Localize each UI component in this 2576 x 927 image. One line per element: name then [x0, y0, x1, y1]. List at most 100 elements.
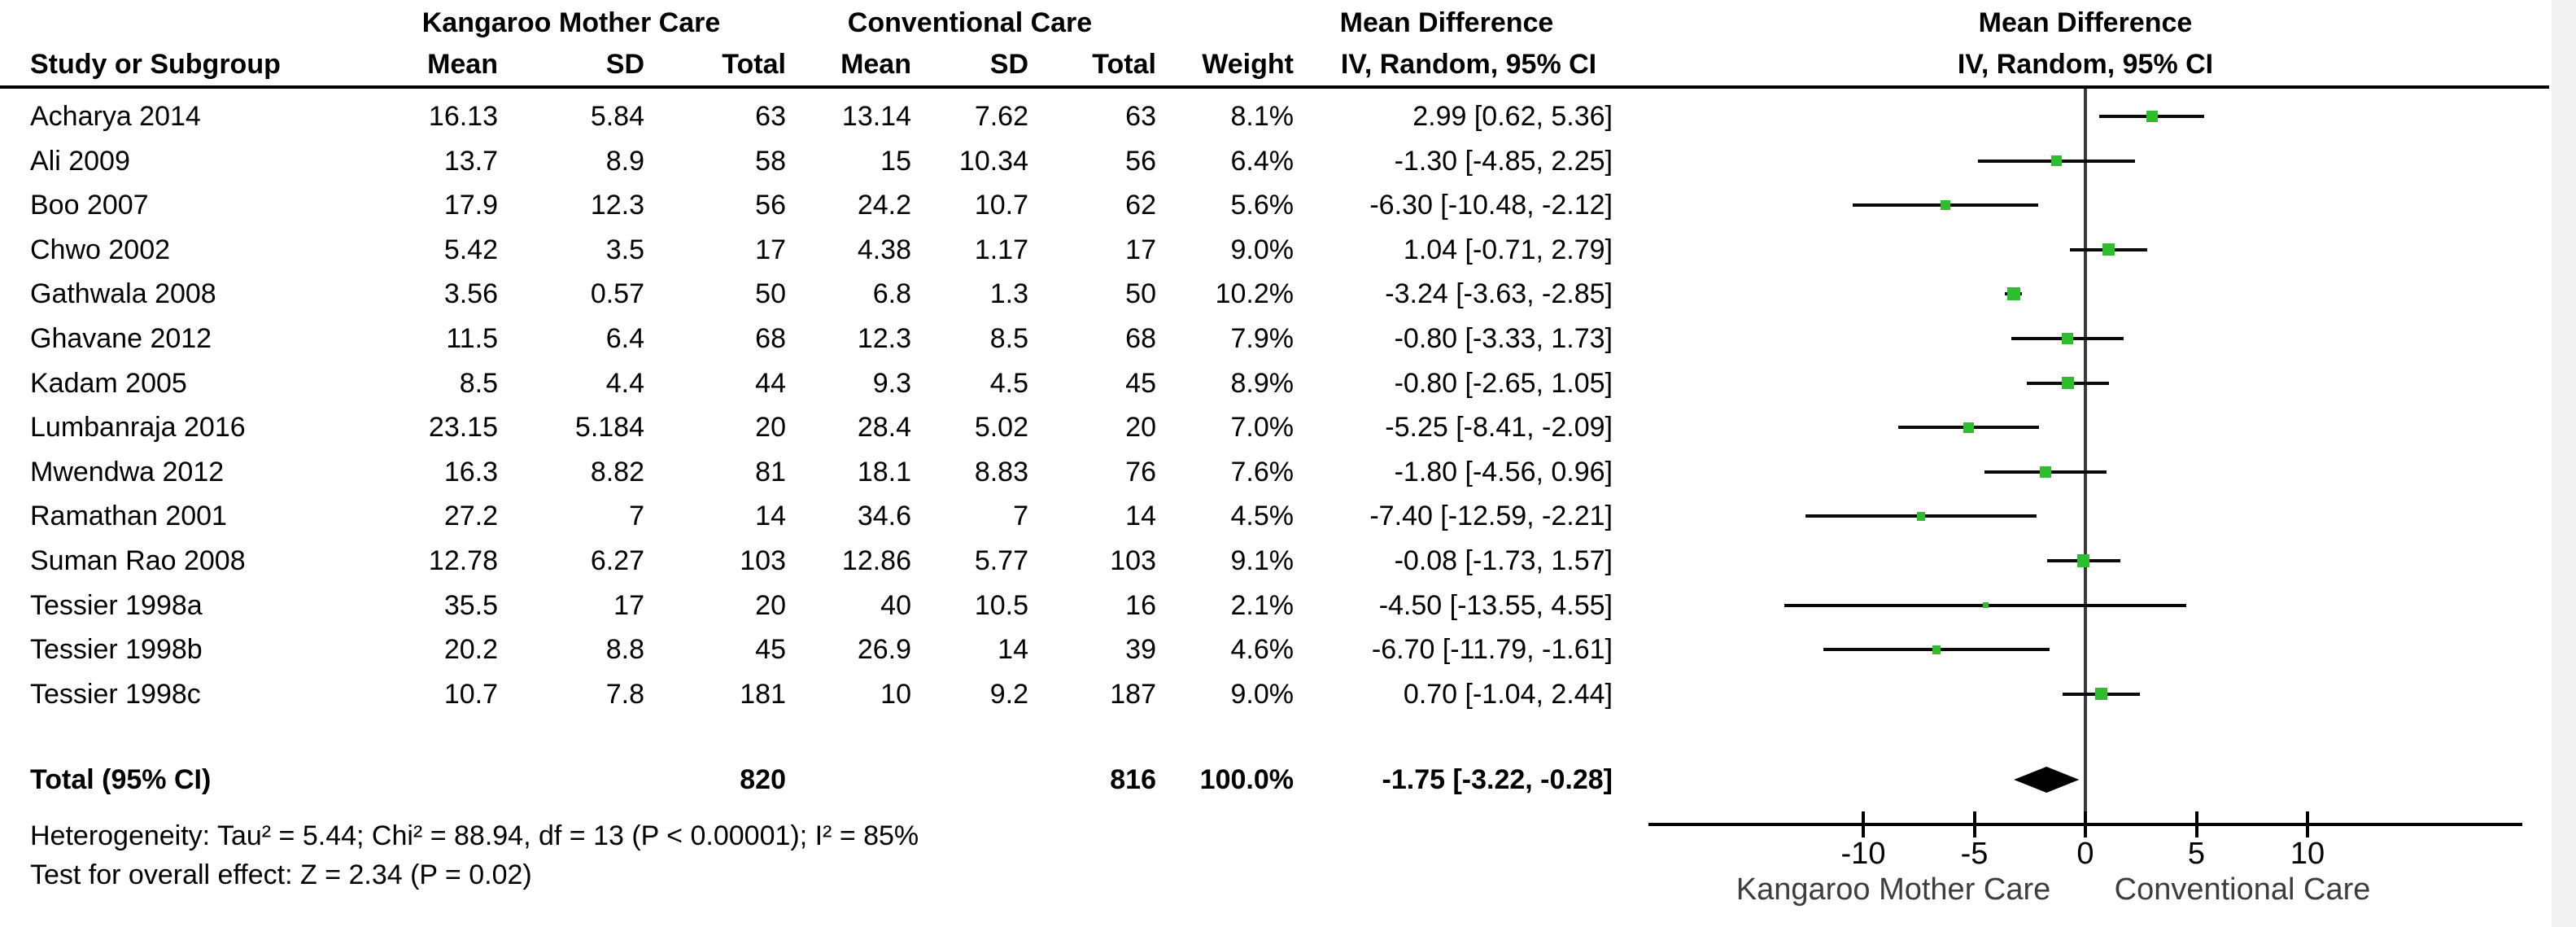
kmc-mean-cell: 16.13 — [428, 101, 498, 132]
md-column-subtitle: IV, Random, 95% CI — [1340, 49, 1597, 80]
kmc-total-cell: 56 — [755, 190, 786, 221]
study-name-cell: Ali 2009 — [30, 145, 130, 177]
cc-mean-cell: 10 — [880, 678, 911, 710]
study-name-cell: Ghavane 2012 — [30, 323, 212, 354]
kmc-mean-cell: 8.5 — [459, 367, 498, 399]
axis-tick-label: -10 — [1840, 837, 1886, 871]
group-header-kmc: Kangaroo Mother Care — [421, 7, 721, 38]
cc-sd-cell: 7.62 — [974, 101, 1028, 132]
cc-mean-cell: 34.6 — [857, 501, 911, 532]
study-name-cell: Ramathan 2001 — [30, 501, 227, 532]
axis-tick-label: 0 — [2076, 837, 2094, 871]
cc-sd-cell: 8.5 — [989, 323, 1028, 354]
weight-cell: 9.1% — [1230, 545, 1295, 576]
table-row: Ali 2009 13.7 8.9 58 15 10.34 56 6.4% -1.30 [-4.… — [0, 139, 1619, 183]
kmc-sd-cell: 0.57 — [590, 278, 644, 310]
kmc-total-cell: 17 — [755, 234, 786, 265]
cc-total-cell: 45 — [1125, 367, 1156, 399]
kmc-total-cell: 68 — [755, 323, 786, 354]
column-header-total-kmc: Total — [722, 49, 786, 80]
cc-mean-cell: 12.86 — [841, 545, 911, 576]
weight-cell: 4.5% — [1230, 501, 1295, 532]
column-header-weight: Weight — [1202, 49, 1294, 80]
table-row: Ramathan 2001 27.2 7 14 34.6 7 14 4.5% -7.40 [-1… — [0, 494, 1619, 538]
kmc-sd-cell: 12.3 — [590, 190, 644, 221]
effect-marker — [2094, 688, 2107, 701]
study-name-cell: Suman Rao 2008 — [30, 545, 246, 576]
weight-cell: 7.0% — [1230, 412, 1295, 444]
table-row: Kadam 2005 8.5 4.4 44 9.3 4.5 45 8.9% -0.80 [-2.… — [0, 361, 1619, 405]
kmc-total-cell: 58 — [755, 145, 786, 177]
axis-tick — [2084, 811, 2087, 837]
axis-label-cc: Conventional Care — [2114, 872, 2371, 907]
axis-label-kmc: Kangaroo Mother Care — [1736, 872, 2051, 907]
table-row: Tessier 1998b 20.2 8.8 45 26.9 14 39 4.6% -6.70 … — [0, 627, 1619, 671]
cc-mean-cell: 12.3 — [857, 323, 911, 354]
cc-sd-cell: 14 — [998, 634, 1028, 666]
kmc-mean-cell: 16.3 — [443, 456, 498, 488]
weight-cell: 8.9% — [1230, 367, 1295, 399]
total-kmc-n: 820 — [740, 764, 786, 795]
kmc-mean-cell: 5.42 — [443, 234, 498, 265]
md-ci-cell: -0.80 [-2.65, 1.05] — [1394, 367, 1613, 399]
cc-sd-cell: 4.5 — [989, 367, 1028, 399]
total-ci: -1.75 [-3.22, -0.28] — [1382, 764, 1613, 795]
axis-tick-label: 10 — [2290, 837, 2325, 871]
table-row: Ghavane 2012 11.5 6.4 68 12.3 8.5 68 7.9% -0.80 … — [0, 317, 1619, 361]
column-header-mean-cc: Mean — [840, 49, 911, 80]
effect-marker — [2061, 377, 2074, 390]
kmc-total-cell: 103 — [740, 545, 786, 576]
cc-sd-cell: 7 — [1013, 501, 1028, 532]
kmc-total-cell: 45 — [755, 634, 786, 666]
cc-sd-cell: 5.77 — [974, 545, 1028, 576]
cc-total-cell: 56 — [1125, 145, 1156, 177]
table-row: Mwendwa 2012 16.3 8.82 81 18.1 8.83 76 7.6% -1.8… — [0, 450, 1619, 494]
kmc-sd-cell: 7.8 — [605, 678, 644, 710]
effect-marker — [2102, 243, 2115, 256]
overall-effect-note: Test for overall effect: Z = 2.34 (P = 0… — [30, 859, 532, 890]
effect-marker — [1916, 512, 1926, 521]
summary-diamond — [2014, 767, 2080, 793]
plot-column-subtitle: IV, Random, 95% CI — [1957, 49, 2214, 80]
kmc-sd-cell: 8.82 — [590, 456, 644, 488]
table-row: Suman Rao 2008 12.78 6.27 103 12.86 5.77 103 9.… — [0, 539, 1619, 583]
cc-mean-cell: 26.9 — [857, 634, 911, 666]
md-ci-cell: -0.80 [-3.33, 1.73] — [1394, 323, 1613, 354]
column-header-total-cc: Total — [1092, 49, 1156, 80]
kmc-total-cell: 81 — [755, 456, 786, 488]
md-ci-cell: 1.04 [-0.71, 2.79] — [1403, 234, 1613, 265]
axis-tick — [2306, 811, 2309, 837]
effect-marker — [1982, 601, 1989, 609]
cc-mean-cell: 13.14 — [841, 101, 911, 132]
md-ci-cell: -3.24 [-3.63, -2.85] — [1385, 278, 1613, 310]
effect-marker — [2039, 466, 2051, 478]
study-name-cell: Tessier 1998a — [30, 589, 203, 621]
axis-tick — [1972, 811, 1976, 837]
axis-tick — [1862, 811, 1865, 837]
kmc-sd-cell: 8.8 — [605, 634, 644, 666]
md-ci-cell: 0.70 [-1.04, 2.44] — [1403, 678, 1613, 710]
cc-total-cell: 76 — [1125, 456, 1156, 488]
table-row: Chwo 2002 5.42 3.5 17 4.38 1.17 17 9.0% 1.04 [-0… — [0, 228, 1619, 272]
kmc-total-cell: 50 — [755, 278, 786, 310]
column-header-sd-cc: SD — [989, 49, 1028, 80]
weight-cell: 9.0% — [1230, 234, 1295, 265]
cc-total-cell: 187 — [1110, 678, 1156, 710]
effect-marker — [2077, 554, 2090, 567]
kmc-mean-cell: 3.56 — [443, 278, 498, 310]
effect-marker — [2051, 155, 2062, 166]
column-header-sd-kmc: SD — [605, 49, 644, 80]
kmc-sd-cell: 8.9 — [605, 145, 644, 177]
plot-column-title: Mean Difference — [1978, 7, 2193, 38]
cc-mean-cell: 9.3 — [872, 367, 911, 399]
md-ci-cell: 2.99 [0.62, 5.36] — [1412, 101, 1613, 132]
kmc-total-cell: 44 — [755, 367, 786, 399]
study-name-cell: Chwo 2002 — [30, 234, 171, 265]
table-row: Acharya 2014 16.13 5.84 63 13.14 7.62 63 8.1% 2.… — [0, 94, 1619, 138]
weight-cell: 7.6% — [1230, 456, 1295, 488]
cc-mean-cell: 24.2 — [857, 190, 911, 221]
cc-total-cell: 20 — [1125, 412, 1156, 444]
group-header-cc: Conventional Care — [847, 7, 1093, 38]
md-ci-cell: -7.40 [-12.59, -2.21] — [1369, 501, 1613, 532]
